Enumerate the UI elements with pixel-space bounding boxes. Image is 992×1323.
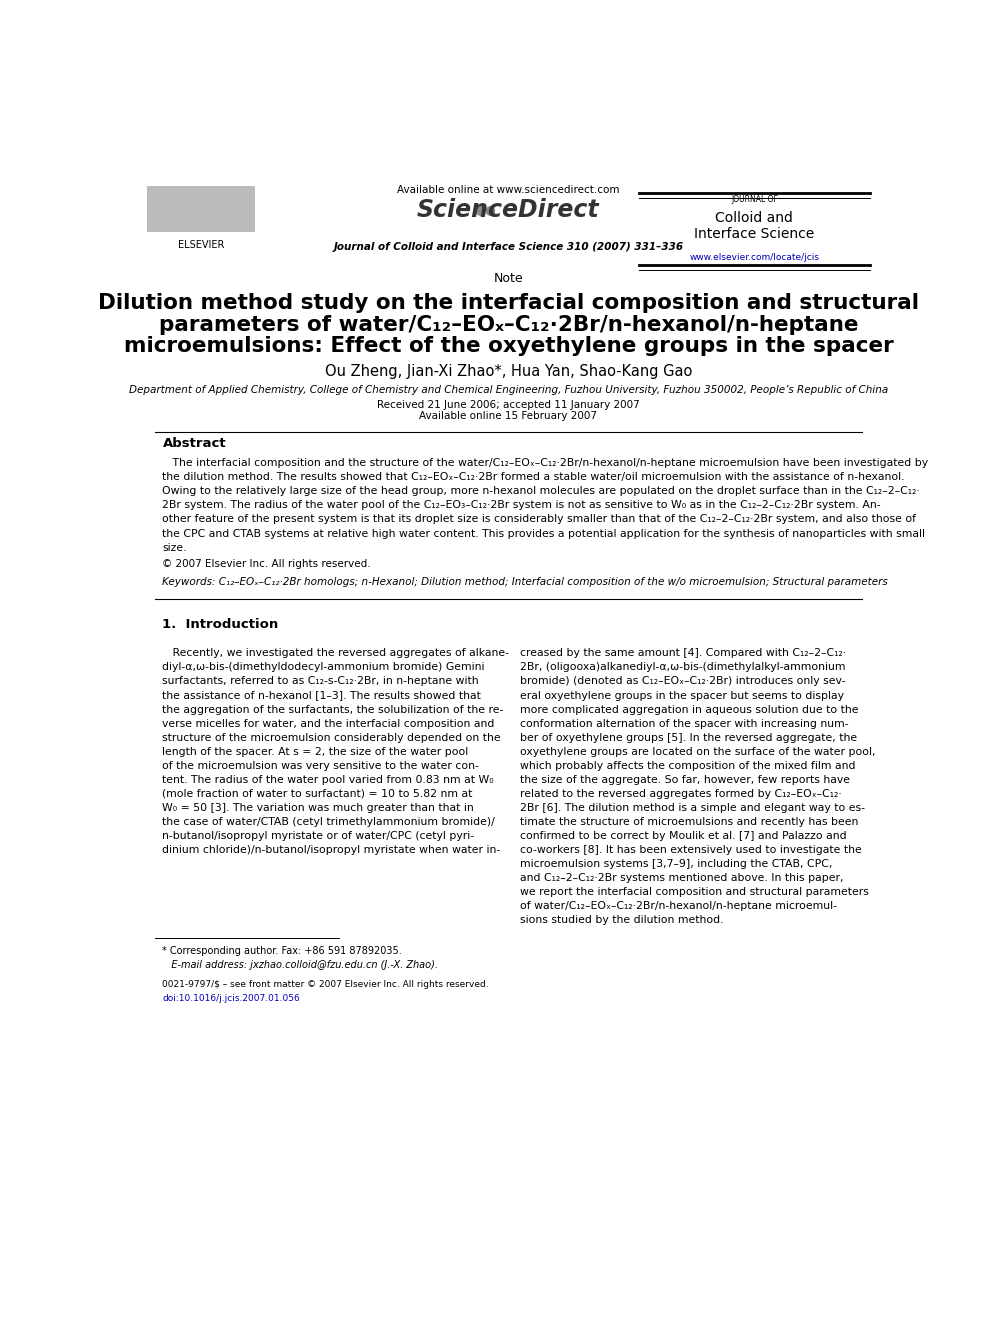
Text: n-butanol/isopropyl myristate or of water/CPC (cetyl pyri-: n-butanol/isopropyl myristate or of wate… — [163, 831, 474, 841]
Text: microemulsion systems [3,7–9], including the CTAB, CPC,: microemulsion systems [3,7–9], including… — [520, 859, 832, 869]
Text: the case of water/CTAB (cetyl trimethylammonium bromide)/: the case of water/CTAB (cetyl trimethyla… — [163, 818, 495, 827]
Text: the CPC and CTAB systems at relative high water content. This provides a potenti: the CPC and CTAB systems at relative hig… — [163, 529, 926, 538]
Text: and C₁₂–2–C₁₂·2Br systems mentioned above. In this paper,: and C₁₂–2–C₁₂·2Br systems mentioned abov… — [520, 873, 843, 884]
Text: ELSEVIER: ELSEVIER — [178, 241, 224, 250]
Text: of water/C₁₂–EOₓ–C₁₂·2Br/n-hexanol/n-heptane microemul-: of water/C₁₂–EOₓ–C₁₂·2Br/n-hexanol/n-hep… — [520, 901, 837, 912]
Text: parameters of water/C₁₂–EOₓ–C₁₂·2Br/n-hexanol/n-heptane: parameters of water/C₁₂–EOₓ–C₁₂·2Br/n-he… — [159, 315, 858, 335]
Text: (mole fraction of water to surfactant) = 10 to 5.82 nm at: (mole fraction of water to surfactant) =… — [163, 789, 473, 799]
Text: of the microemulsion was very sensitive to the water con-: of the microemulsion was very sensitive … — [163, 761, 479, 771]
Text: 0021-9797/$ – see front matter © 2007 Elsevier Inc. All rights reserved.: 0021-9797/$ – see front matter © 2007 El… — [163, 980, 489, 990]
Text: 2Br, (oligooxa)alkanediyl-α,ω-bis-(dimethylalkyl-ammonium: 2Br, (oligooxa)alkanediyl-α,ω-bis-(dimet… — [520, 663, 845, 672]
Text: * Corresponding author. Fax: +86 591 87892035.: * Corresponding author. Fax: +86 591 878… — [163, 946, 402, 955]
Text: verse micelles for water, and the interfacial composition and: verse micelles for water, and the interf… — [163, 718, 495, 729]
Text: 2Br [6]. The dilution method is a simple and elegant way to es-: 2Br [6]. The dilution method is a simple… — [520, 803, 865, 814]
Text: Journal of Colloid and Interface Science 310 (2007) 331–336: Journal of Colloid and Interface Science… — [333, 242, 683, 253]
Text: Department of Applied Chemistry, College of Chemistry and Chemical Engineering, : Department of Applied Chemistry, College… — [129, 385, 888, 396]
Text: other feature of the present system is that its droplet size is considerably sma: other feature of the present system is t… — [163, 515, 917, 524]
Text: conformation alternation of the spacer with increasing num-: conformation alternation of the spacer w… — [520, 718, 848, 729]
Text: confirmed to be correct by Moulik et al. [7] and Palazzo and: confirmed to be correct by Moulik et al.… — [520, 831, 846, 841]
Text: doi:10.1016/j.jcis.2007.01.056: doi:10.1016/j.jcis.2007.01.056 — [163, 994, 301, 1003]
Text: timate the structure of microemulsions and recently has been: timate the structure of microemulsions a… — [520, 818, 858, 827]
Text: Keywords: C₁₂–EOₓ–C₁₂·2Br homologs; n-Hexanol; Dilution method; Interfacial comp: Keywords: C₁₂–EOₓ–C₁₂·2Br homologs; n-He… — [163, 577, 888, 587]
Text: Ou Zheng, Jian-Xi Zhao*, Hua Yan, Shao-Kang Gao: Ou Zheng, Jian-Xi Zhao*, Hua Yan, Shao-K… — [324, 364, 692, 380]
Text: diyl-α,ω-bis-(dimethyldodecyl-ammonium bromide) Gemini: diyl-α,ω-bis-(dimethyldodecyl-ammonium b… — [163, 663, 485, 672]
Text: related to the reversed aggregates formed by C₁₂–EOₓ–C₁₂·: related to the reversed aggregates forme… — [520, 789, 841, 799]
Bar — [147, 187, 255, 232]
Text: JOURNAL OF: JOURNAL OF — [731, 194, 778, 204]
Text: Note: Note — [494, 273, 523, 286]
Text: W₀ = 50 [3]. The variation was much greater than that in: W₀ = 50 [3]. The variation was much grea… — [163, 803, 474, 814]
Text: which probably affects the composition of the mixed film and: which probably affects the composition o… — [520, 761, 855, 771]
Text: 1.  Introduction: 1. Introduction — [163, 618, 279, 631]
Text: Interface Science: Interface Science — [694, 228, 814, 241]
Text: tent. The radius of the water pool varied from 0.83 nm at W₀: tent. The radius of the water pool varie… — [163, 775, 494, 785]
Text: 2Br system. The radius of the water pool of the C₁₂–EO₃–C₁₂·2Br system is not as: 2Br system. The radius of the water pool… — [163, 500, 881, 511]
Text: dinium chloride)/n-butanol/isopropyl myristate when water in-: dinium chloride)/n-butanol/isopropyl myr… — [163, 845, 501, 855]
Text: Available online at www.sciencedirect.com: Available online at www.sciencedirect.co… — [397, 185, 620, 196]
Text: eral oxyethylene groups in the spacer but seems to display: eral oxyethylene groups in the spacer bu… — [520, 691, 844, 700]
Text: www.elsevier.com/locate/jcis: www.elsevier.com/locate/jcis — [689, 253, 819, 262]
Text: Received 21 June 2006; accepted 11 January 2007: Received 21 June 2006; accepted 11 Janua… — [377, 401, 640, 410]
Text: we report the interfacial composition and structural parameters: we report the interfacial composition an… — [520, 888, 869, 897]
Text: co-workers [8]. It has been extensively used to investigate the: co-workers [8]. It has been extensively … — [520, 845, 862, 855]
Text: Owing to the relatively large size of the head group, more n-hexanol molecules a: Owing to the relatively large size of th… — [163, 487, 921, 496]
Text: ●●: ●● — [474, 204, 496, 216]
Text: E-mail address: jxzhao.colloid@fzu.edu.cn (J.-X. Zhao).: E-mail address: jxzhao.colloid@fzu.edu.c… — [163, 960, 438, 970]
Text: the dilution method. The results showed that C₁₂–EOₓ–C₁₂·2Br formed a stable wat: the dilution method. The results showed … — [163, 472, 905, 483]
Text: Available online 15 February 2007: Available online 15 February 2007 — [420, 411, 597, 422]
Text: creased by the same amount [4]. Compared with C₁₂–2–C₁₂·: creased by the same amount [4]. Compared… — [520, 648, 846, 659]
Text: structure of the microemulsion considerably depended on the: structure of the microemulsion considera… — [163, 733, 501, 742]
Text: bromide) (denoted as C₁₂–EOₓ–C₁₂·2Br) introduces only sev-: bromide) (denoted as C₁₂–EOₓ–C₁₂·2Br) in… — [520, 676, 845, 687]
Text: Dilution method study on the interfacial composition and structural: Dilution method study on the interfacial… — [98, 294, 919, 314]
Text: ScienceDirect: ScienceDirect — [417, 197, 600, 222]
Text: © 2007 Elsevier Inc. All rights reserved.: © 2007 Elsevier Inc. All rights reserved… — [163, 558, 371, 569]
Text: microemulsions: Effect of the oxyethylene groups in the spacer: microemulsions: Effect of the oxyethylen… — [124, 336, 893, 356]
Text: Colloid and: Colloid and — [715, 210, 794, 225]
Text: Recently, we investigated the reversed aggregates of alkane-: Recently, we investigated the reversed a… — [163, 648, 510, 659]
Text: the assistance of n-hexanol [1–3]. The results showed that: the assistance of n-hexanol [1–3]. The r… — [163, 691, 481, 700]
Text: The interfacial composition and the structure of the water/C₁₂–EOₓ–C₁₂·2Br/n-hex: The interfacial composition and the stru… — [163, 458, 929, 468]
Text: surfactants, referred to as C₁₂-s-C₁₂·2Br, in n-heptane with: surfactants, referred to as C₁₂-s-C₁₂·2B… — [163, 676, 479, 687]
Text: the size of the aggregate. So far, however, few reports have: the size of the aggregate. So far, howev… — [520, 775, 850, 785]
Text: ber of oxyethylene groups [5]. In the reversed aggregate, the: ber of oxyethylene groups [5]. In the re… — [520, 733, 857, 742]
Text: more complicated aggregation in aqueous solution due to the: more complicated aggregation in aqueous … — [520, 705, 858, 714]
Text: the aggregation of the surfactants, the solubilization of the re-: the aggregation of the surfactants, the … — [163, 705, 504, 714]
Text: sions studied by the dilution method.: sions studied by the dilution method. — [520, 916, 723, 926]
Text: length of the spacer. At s = 2, the size of the water pool: length of the spacer. At s = 2, the size… — [163, 746, 468, 757]
Text: Abstract: Abstract — [163, 438, 226, 451]
Text: oxyethylene groups are located on the surface of the water pool,: oxyethylene groups are located on the su… — [520, 746, 875, 757]
Text: size.: size. — [163, 542, 186, 553]
